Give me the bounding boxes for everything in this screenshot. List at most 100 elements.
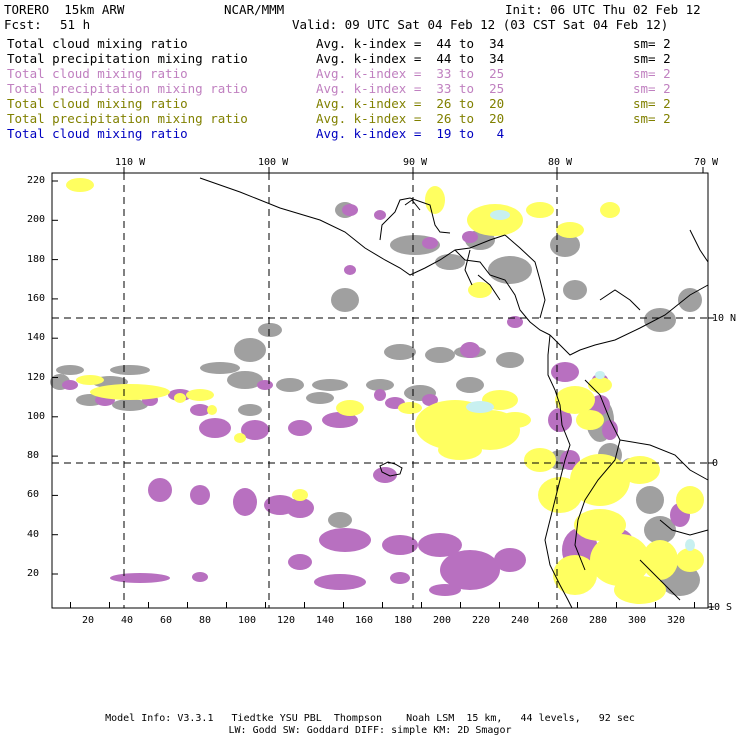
cloud-cyan (490, 210, 510, 220)
cloud-purple (374, 210, 386, 220)
cloud-yellow (614, 576, 666, 604)
cloud-purple (233, 488, 257, 516)
cloud-purple (602, 420, 618, 440)
cloud-gray (636, 486, 664, 514)
cloud-gray (234, 338, 266, 362)
cloud-cyan (595, 371, 605, 379)
cloud-purple (374, 389, 386, 401)
cloud-purple (199, 418, 231, 438)
x-tick-label: 140 (316, 615, 335, 626)
cloud-yellow (292, 489, 308, 501)
x-tick-label: 300 (628, 615, 647, 626)
cloud-purple (422, 394, 438, 406)
legend-sm: sm= 2 (633, 111, 671, 126)
x-tick-label: 60 (160, 615, 173, 626)
cloud-purple (192, 572, 208, 582)
cloud-yellow (336, 400, 364, 416)
cloud-gray (678, 288, 702, 312)
cloud-yellow (425, 186, 445, 214)
lat-label: 10 N (712, 313, 737, 324)
cloud-yellow (576, 410, 604, 430)
cloud-gray (563, 280, 587, 300)
cloud-yellow (588, 377, 612, 393)
cloud-gray (456, 377, 484, 393)
y-tick-label: 180 (27, 253, 46, 265)
cloud-yellow (642, 540, 678, 580)
cloud-purple (548, 408, 572, 432)
fcst-value: 51 h (60, 17, 91, 32)
x-tick-label: 120 (277, 615, 296, 626)
chile-border (639, 559, 681, 601)
cloud-yellow (174, 393, 186, 403)
x-tick-label: 160 (355, 615, 374, 626)
cloud-yellow (186, 389, 214, 401)
cloud-yellow (555, 386, 595, 414)
yucatan-coast (379, 197, 451, 241)
cloud-purple (190, 485, 210, 505)
honduras-border (464, 249, 473, 286)
cloud-cyan (685, 539, 695, 551)
legend-sm: sm= 2 (633, 66, 671, 81)
lon-label: 70 W (694, 157, 719, 168)
cloud-purple (314, 574, 366, 590)
cloud-purple (460, 342, 480, 358)
y-tick-label: 80 (27, 450, 40, 462)
legend-kindex: Avg. k-index = 44 to 34 (316, 51, 505, 66)
legend-kindex: Avg. k-index = 33 to 25 (316, 66, 505, 81)
cloud-gray (238, 404, 262, 416)
legend-kindex: Avg. k-index = 44 to 34 (316, 36, 505, 51)
cloud-yellow (553, 555, 597, 595)
caribbean-coast (504, 234, 546, 319)
cloud-purple (560, 450, 580, 470)
x-tick-label: 280 (589, 615, 608, 626)
peru-brazil-border (619, 439, 709, 481)
y-tick-label: 100 (27, 410, 46, 422)
cloud-purple (390, 572, 410, 584)
legend-sm: sm= 2 (633, 96, 671, 111)
cloud-purple (257, 380, 273, 390)
cloud-purple (288, 554, 312, 570)
x-tick-label: 220 (472, 615, 491, 626)
cloud-purple (286, 498, 314, 518)
cloud-purple (190, 404, 210, 416)
legend-kindex: Avg. k-index = 26 to 20 (316, 96, 505, 111)
init-time: Init: 06 UTC Thu 02 Feb 12 (505, 2, 701, 17)
cloud-purple (288, 420, 312, 436)
legend-field: Total precipitation mixing ratio (7, 81, 248, 96)
legend-field: Total cloud mixing ratio (7, 126, 188, 141)
andes-border (574, 379, 621, 571)
cloud-yellow (499, 412, 531, 428)
legend-field: Total cloud mixing ratio (7, 66, 188, 81)
cloud-yellow (676, 486, 704, 514)
cloud-purple (382, 535, 418, 555)
cloud-purple (148, 478, 172, 502)
cloud-yellow (524, 448, 556, 472)
x-tick-label: 20 (82, 615, 95, 626)
model-title: TORERO 15km ARW (4, 2, 125, 17)
lon-label: 100 W (258, 157, 289, 168)
mexico-coast (199, 177, 506, 276)
cloud-yellow (574, 509, 626, 541)
cloud-gray (227, 371, 263, 389)
cloud-gray (112, 399, 148, 411)
model-info-line2: LW: Godd SW: Goddard DIFF: simple KM: 2D… (228, 725, 512, 736)
cloud-purple (440, 550, 500, 590)
cloud-gray (312, 379, 348, 391)
legend-field: Total precipitation mixing ratio (7, 51, 248, 66)
caribbean-islands (689, 229, 709, 263)
lon-label: 80 W (548, 157, 573, 168)
cloud-yellow (590, 534, 650, 586)
cloud-yellow (234, 433, 246, 443)
cloud-gray (306, 392, 334, 404)
model-info-line1: Model Info: V3.3.1 Tiedtke YSU PBL Thomp… (105, 713, 635, 724)
bolivia-border (659, 519, 709, 536)
cloud-purple (551, 362, 579, 382)
x-tick-label: 240 (511, 615, 530, 626)
legend-kindex: Avg. k-index = 19 to 4 (316, 126, 505, 141)
plot-frame (51, 172, 709, 609)
venezuela-border (599, 289, 641, 311)
cloud-gray (331, 288, 359, 312)
legend-sm: sm= 2 (633, 81, 671, 96)
y-tick-label: 220 (27, 175, 46, 186)
cloud-purple (418, 533, 462, 557)
